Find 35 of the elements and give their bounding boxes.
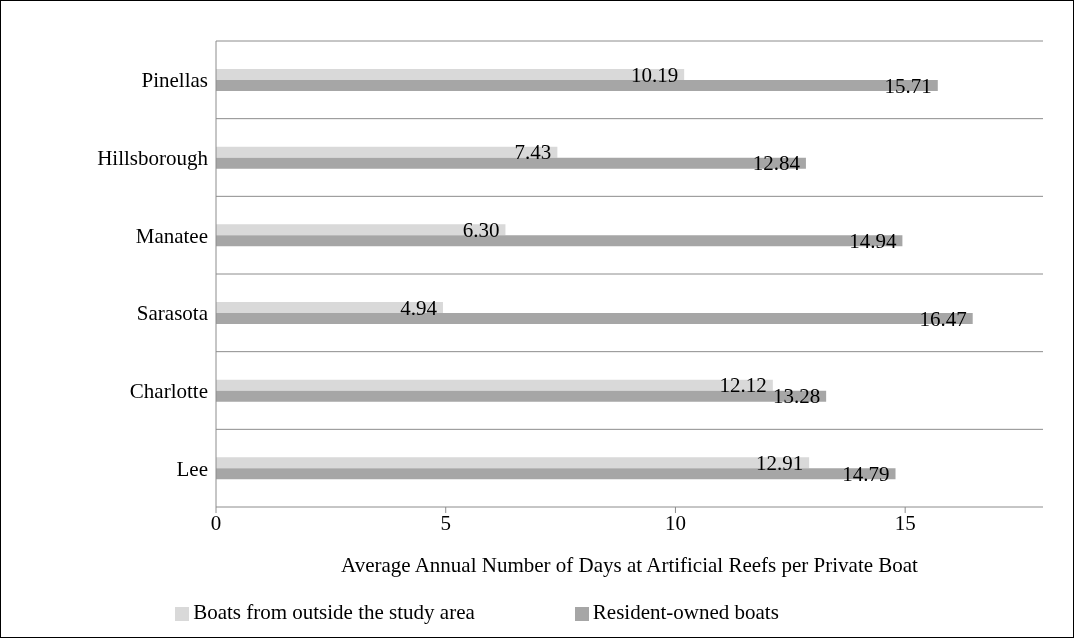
y-tick-label: Charlotte: [129, 378, 208, 403]
legend-label: Boats from outside the study area: [193, 600, 475, 624]
y-tick-label: Manatee: [135, 223, 208, 248]
bar: [216, 157, 806, 169]
x-axis-title: Average Annual Number of Days at Artificial Reefs per Private Boat: [341, 553, 919, 577]
data-label: 13.28: [772, 384, 821, 409]
bar: [216, 390, 827, 402]
bar: [216, 146, 558, 158]
data-label: 14.79: [842, 462, 890, 487]
y-tick-label: Sarasota: [136, 301, 209, 326]
legend-label: Resident-owned boats: [592, 600, 779, 624]
data-label: 7.43: [514, 140, 552, 165]
data-label: 12.12: [719, 373, 767, 398]
x-tick-label: 5: [440, 510, 451, 535]
x-tick-label: 0: [210, 510, 222, 535]
y-tick-label: Hillsborough: [97, 145, 209, 170]
bar: [216, 457, 810, 469]
bar: [216, 224, 506, 236]
data-label: 16.47: [919, 306, 967, 331]
data-label: 12.84: [752, 151, 801, 176]
bar: [216, 68, 685, 80]
y-tick-label: Lee: [176, 456, 208, 481]
data-label: 10.19: [630, 62, 679, 87]
x-tick-label: 15: [894, 510, 916, 535]
y-tick-label: Pinellas: [141, 68, 208, 93]
data-label: 6.30: [462, 218, 500, 243]
bar: [216, 468, 896, 480]
bar: [216, 379, 773, 391]
data-label: 15.71: [884, 73, 932, 98]
data-label: 12.91: [755, 451, 804, 476]
x-tick-label: 10: [664, 510, 686, 535]
data-label: 4.94: [400, 295, 438, 320]
bar: [216, 235, 903, 247]
data-label: 14.94: [849, 229, 897, 254]
bar: [216, 301, 443, 313]
